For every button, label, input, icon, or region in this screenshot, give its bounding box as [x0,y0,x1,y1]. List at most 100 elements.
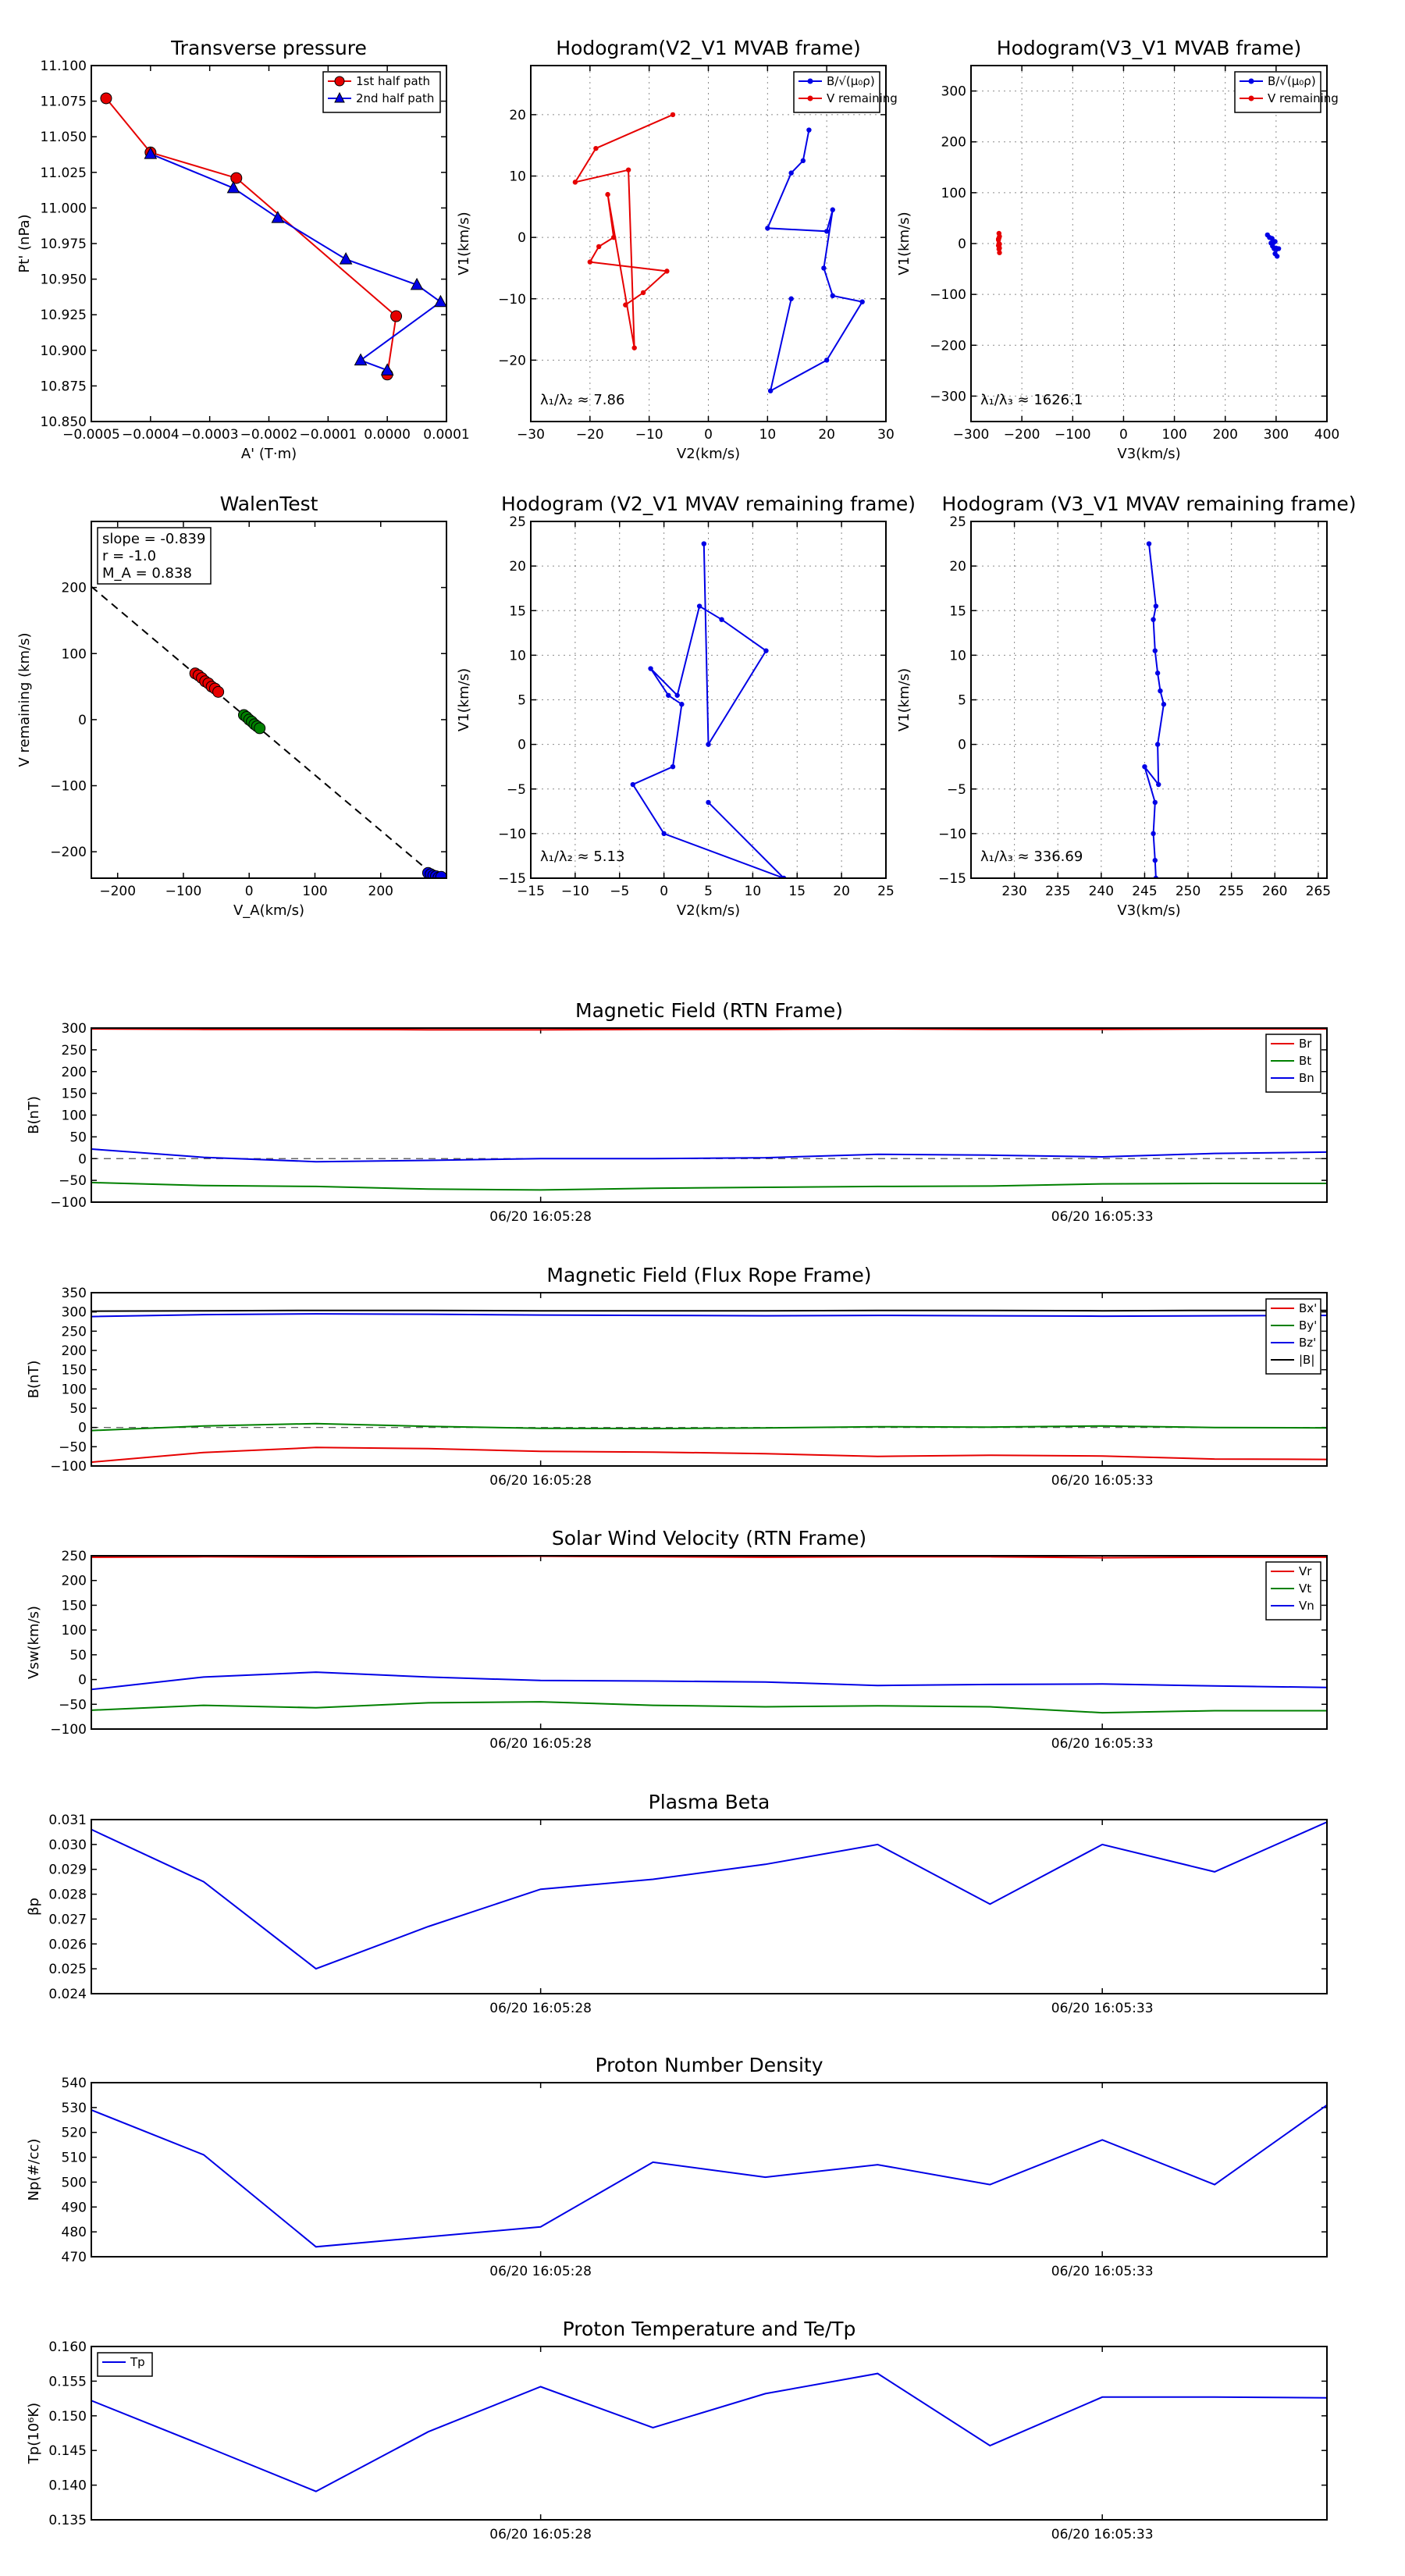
x-tick-label: −0.0003 [181,427,239,443]
chart-title: Proton Number Density [596,2054,823,2076]
legend-label: Vt [1299,1582,1311,1596]
x-tick-label: 255 [1218,884,1243,899]
legend-label: Bx' [1299,1301,1317,1315]
series-line-1st-half-path [105,98,397,375]
x-axis-label: A' (T·m) [241,446,297,462]
y-tick-label: 100 [62,1382,87,1397]
series-line-np [91,2104,1327,2248]
data-point [696,603,702,609]
data-point [806,127,812,133]
y-tick-label: −100 [50,1722,87,1738]
data-point [648,666,653,671]
y-tick-label: 250 [62,1549,87,1564]
series-line-v-remaining [573,113,674,348]
y-tick-label: 0 [78,1421,87,1436]
x-axis-label: V3(km/s) [1117,902,1180,919]
y-tick-label: 20 [949,559,966,575]
y-tick-label: 5 [518,693,526,709]
data-point [706,742,711,747]
y-tick-label: 0 [78,713,87,728]
y-tick-label: 300 [941,84,966,100]
legend-label: By' [1299,1318,1317,1332]
y-axis-label: V1(km/s) [896,668,912,731]
chart-title: Magnetic Field (Flux Rope Frame) [546,1264,871,1286]
plot-area [91,585,446,878]
y-tick-label: 0 [518,738,526,753]
legend-label: Vn [1299,1599,1314,1613]
x-tick-label: 06/20 16:05:28 [489,2001,592,2016]
plot-area [91,2104,1327,2248]
y-axis-label: Vsw(km/s) [26,1606,42,1679]
data-point [767,388,774,393]
plot-area [91,1821,1327,1970]
y-tick-label: 0 [78,1673,87,1688]
y-tick-label: 25 [949,514,966,530]
y-axis-label: V1(km/s) [896,212,912,275]
y-tick-label: 300 [62,1305,87,1321]
x-tick-label: 06/20 16:05:33 [1051,1473,1154,1489]
x-tick-label: 0.0001 [423,427,469,443]
data-point [435,870,446,878]
data-point [670,763,676,770]
plot-frame [91,1292,1328,1467]
plot-area [995,230,1282,259]
y-tick-label: −5 [947,782,966,798]
data-point [763,648,769,653]
data-point [1152,648,1158,653]
data-point [1152,857,1158,863]
series-line-vr [91,1556,1327,1559]
chart-hodo-v2v1: Hodogram(V2_V1 MVAB frame) −20 −10 0 10 20 −30… [456,37,898,462]
y-tick-label: 11.050 [41,130,87,145]
y-tick-label: 0 [958,237,966,252]
x-axis-label: V_A(km/s) [233,902,304,919]
y-axis-label: B(nT) [26,1361,42,1399]
annotation-box [97,527,212,585]
y-tick-label: −10 [498,827,526,842]
data-point [625,167,631,173]
x-tick-label: 100 [1161,427,1186,443]
eigenvalue-ratio-annotation: λ₁/λ₃ ≈ 336.69 [980,849,1083,865]
series-line-vt [91,1701,1327,1714]
y-tick-label: 11.075 [41,94,87,110]
data-point [1272,239,1278,244]
x-tick-label: 245 [1132,884,1157,899]
x-tick-label: 06/20 16:05:33 [1051,2527,1154,2542]
walen-annotation: slope = -0.839 [102,531,205,547]
x-tick-label: −10 [561,884,589,899]
x-tick-label: 20 [818,427,835,443]
y-tick-label: 250 [62,1324,87,1340]
y-tick-label: 200 [941,135,966,151]
legend-marker [1248,95,1254,101]
data-point [1152,799,1158,806]
data-point [631,345,637,350]
x-tick-label: 06/20 16:05:33 [1051,2264,1154,2279]
x-tick-label: 250 [1176,884,1200,899]
x-tick-label: 235 [1045,884,1070,899]
data-point [719,617,724,622]
chart-title: Proton Temperature and Te/Tp [563,2318,856,2340]
plot-area [91,1028,1327,1191]
series-line-tp [91,2372,1327,2492]
data-point [596,244,602,250]
chart-title: Magnetic Field (RTN Frame) [575,999,843,1022]
plot-frame [91,2082,1328,2258]
data-point [212,685,225,698]
y-tick-label: 100 [62,1623,87,1638]
x-tick-label: 300 [1264,427,1289,443]
data-point [1142,763,1147,770]
data-point [1151,617,1156,622]
y-tick-label: 11.000 [41,201,87,216]
plot-frame [91,1555,1328,1730]
data-point [1274,254,1280,259]
x-tick-label: 06/20 16:05:33 [1051,1736,1154,1752]
y-tick-label: 100 [62,1108,87,1124]
y-tick-label: 500 [62,2175,87,2190]
data-point [410,277,424,290]
y-tick-label: −100 [50,1195,87,1211]
legend-label: Vr [1299,1564,1312,1578]
data-point [1154,742,1161,747]
x-tick-label: 200 [1212,427,1237,443]
x-tick-label: 0 [660,884,668,899]
chart-tp: Transverse pressure 10.850 10.875 10.900 10.… [16,37,470,462]
